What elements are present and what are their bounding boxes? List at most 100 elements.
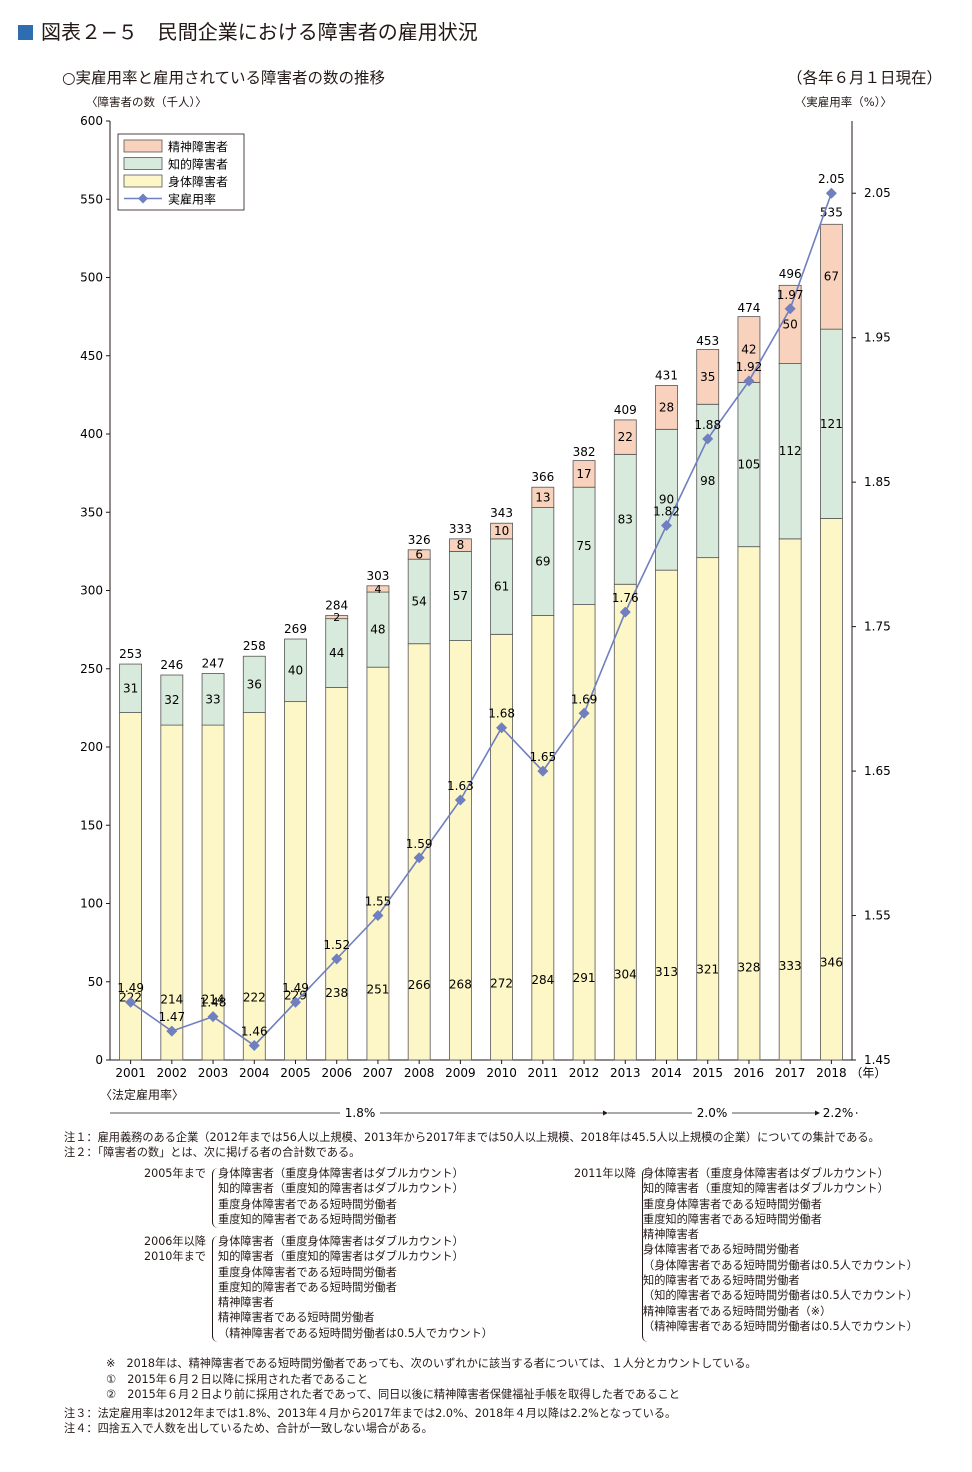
bar-segment [325,687,349,1061]
legal-rate-value: 2.2% [823,1106,854,1120]
bar-segment [490,522,514,540]
x-tick-label: 2006 [321,1066,352,1080]
rate-value-label: 1.59 [406,837,433,851]
bar-segment [613,419,637,455]
rate-point [661,519,672,531]
bar-value-label: 328 [737,961,760,975]
block-2011-item: 重度身体障害者である短時間労働者 [643,1197,822,1211]
legal-rate-timeline: 1.8% 2.0% 2.2% [110,1105,858,1121]
block-2006-item: 重度知的障害者である短時間労働者 [218,1280,397,1294]
bar-segment [490,633,514,1061]
bar-segment [366,666,390,1061]
bar-segment [696,557,720,1061]
bar-total-label: 247 [202,656,225,670]
legend-label: 精神障害者 [168,139,228,154]
bar-total-label: 409 [614,403,637,417]
x-tick-label: 2014 [651,1066,682,1080]
rate-point [125,996,137,1008]
rate-value-label: 1.76 [612,591,639,605]
rate-line [130,192,833,1047]
block-2011-item: 知的障害者である短時間労働者 [643,1274,800,1288]
condition-1: ① 2015年６月２日以降に採用された者であること [106,1372,369,1386]
block-2006-item: 知的障害者（重度知的障害者はダブルカウント） [218,1250,464,1264]
bar-segment [531,615,555,1061]
block-2006-item: 身体障害者（重度身体障害者はダブルカウント） [218,1235,464,1248]
note-2-heading: 注２：「障害者の数」とは、次に掲げる者の合計数である。 [64,1146,361,1160]
bar-segment [655,385,678,430]
bar-segment [407,549,431,560]
chart-subtitle: ○実雇用率と雇用されている障害者の数の推移 [62,69,386,87]
bar-value-label: 321 [696,963,719,977]
bar-value-label: 333 [779,959,802,973]
right-tick-label: 2.05 [864,186,891,200]
bar-segment [284,638,307,703]
legal-rate-value: 1.8% [345,1106,376,1120]
x-tick-label: 2009 [445,1066,476,1080]
block-2005-label: 2005年まで [143,1167,206,1180]
x-tick-label: 2018 [816,1066,847,1080]
rate-point [619,606,631,618]
bar-value-label: 284 [531,973,554,987]
x-tick-label: 2007 [363,1066,394,1080]
rate-value-label: 1.65 [529,750,556,764]
left-axis-label: 〈障害者の数（千人）〉 [86,95,207,109]
bar-value-label: 112 [779,444,802,458]
bar-segment [448,640,472,1061]
bar-value-label: 57 [453,589,468,603]
legal-rate-value: 2.0% [697,1106,728,1120]
x-tick-label: 2005 [280,1066,311,1080]
right-tick-label: 1.65 [864,764,891,778]
x-unit-label: （年） [850,1066,886,1080]
bar-value-label: 22 [618,430,633,444]
bar-value-label: 42 [741,342,756,356]
block-2011-item: 精神障害者 [643,1228,699,1242]
bar-total-label: 431 [655,368,678,382]
rate-point [578,707,590,719]
bar-value-label: 83 [618,512,633,526]
left-tick-label: 300 [80,584,103,598]
right-axis-label: 〈実雇用率（%）〉 [794,95,892,109]
bar-value-label: 6 [415,548,423,562]
bar-segment [778,538,802,1061]
notes-section: 注１：雇用義務のある企業（2012年までは56人以上規模、2013年から2017… [64,1130,954,1161]
legal-rate-label-bg [340,1105,380,1121]
rate-point [496,722,508,734]
bar-value-label: 98 [700,474,715,488]
right-tick-label: 1.45 [864,1053,891,1067]
left-tick-label: 250 [80,662,103,676]
date-note: （各年６月１日現在） [786,69,942,87]
rate-point [537,765,549,777]
bar-segment [819,223,843,330]
bar-value-label: 90 [659,493,674,507]
bar-total-label: 246 [160,658,183,672]
right-tick-label: 1.55 [864,909,891,923]
block-2011-item: （身体障害者である短時間労働者は0.5人でカウント） [643,1258,918,1272]
block-2006-item: 精神障害者である短時間労働者 [218,1311,375,1325]
bar-total-label: 474 [737,301,760,315]
x-tick-label: 2010 [486,1066,517,1080]
legal-rate-arrow-head [603,1110,608,1116]
rate-value-label: 1.48 [200,996,227,1010]
bar-value-label: 251 [366,982,389,996]
figure-title-text: 民間企業における障害者の雇用状況 [157,20,478,44]
rate-point [166,1025,178,1037]
block-2011-item: 身体障害者（重度身体障害者はダブルカウント） [643,1167,889,1180]
bar-segment [737,546,761,1061]
bar-value-label: 214 [160,993,183,1007]
rate-point [372,910,384,922]
bar-value-label: 346 [820,956,843,970]
rate-value-label: 1.88 [694,418,721,432]
bar-value-label: 44 [329,646,344,660]
right-tick-label: 1.75 [864,620,891,634]
bar-value-label: 313 [655,965,678,979]
x-tick-label: 2015 [692,1066,723,1080]
bar-total-label: 496 [779,267,802,281]
left-tick-label: 200 [80,740,103,754]
bar-total-label: 326 [408,533,431,547]
bar-total-label: 333 [449,522,472,536]
bar-value-label: 304 [614,967,637,981]
block-2005-item: 重度知的障害者である短時間労働者 [218,1212,397,1226]
x-tick-label: 2016 [734,1066,765,1080]
block-2006-item: 重度身体障害者である短時間労働者 [218,1265,397,1279]
bar-segment [531,486,555,508]
